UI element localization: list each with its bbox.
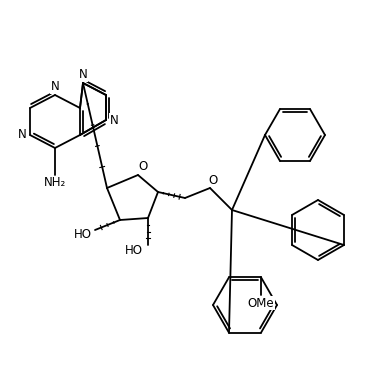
Text: O: O xyxy=(208,174,218,187)
Text: N: N xyxy=(110,114,118,127)
Text: NH₂: NH₂ xyxy=(44,176,66,190)
Text: HO: HO xyxy=(74,228,92,241)
Text: O: O xyxy=(138,160,148,174)
Text: N: N xyxy=(78,68,87,81)
Text: HO: HO xyxy=(125,244,143,258)
Text: N: N xyxy=(51,81,60,93)
Text: N: N xyxy=(17,128,26,141)
Text: OMe: OMe xyxy=(248,297,274,310)
